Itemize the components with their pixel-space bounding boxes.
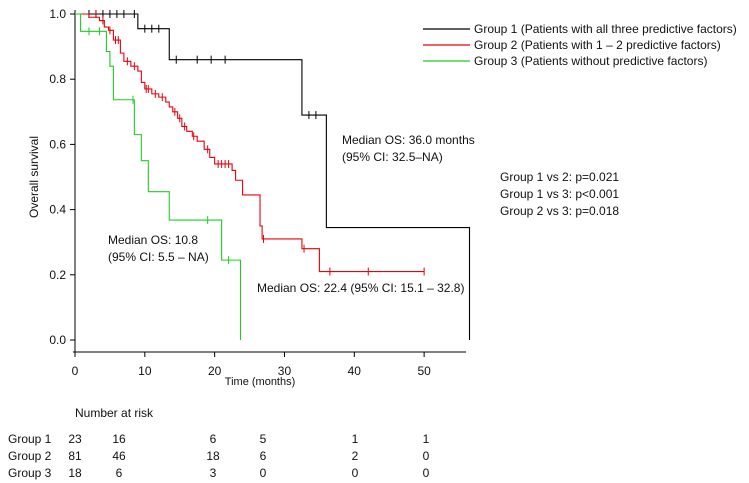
risk-cell: 81 (68, 449, 82, 463)
median-annotation-2: (95% CI: 5.5 – NA) (108, 250, 209, 264)
pvalue-1v2: Group 1 vs 2: p=0.021 (500, 170, 620, 184)
legend-label-1: Group 1 (Patients with all three predict… (474, 22, 737, 36)
risk-cell: 2 (351, 449, 359, 463)
x-tick-label: 40 (348, 364, 362, 378)
y-tick-label: 0.8 (49, 72, 66, 86)
series-1-curve (75, 13, 471, 340)
risk-cell: 3 (209, 466, 217, 480)
pvalue-1v3: Group 1 vs 3: p<0.001 (500, 187, 620, 201)
risk-cell: 16 (112, 432, 126, 446)
risk-cell: 18 (206, 449, 220, 463)
y-tick-label: 0.4 (49, 203, 66, 217)
x-tick-label: 50 (417, 364, 431, 378)
risk-row-label: Group 1 (8, 432, 52, 446)
risk-cell: 0 (351, 466, 359, 480)
median-annotation-3: Median OS: 22.4 (95% CI: 15.1 – 32.8) (257, 281, 464, 295)
risk-cell: 5 (259, 432, 267, 446)
y-tick-label: 0.2 (49, 268, 66, 282)
risk-cell: 0 (422, 466, 430, 480)
x-tick-label: 30 (278, 364, 292, 378)
risk-cell: 1 (422, 432, 430, 446)
risk-cell: 23 (68, 432, 82, 446)
risk-row-label: Group 2 (8, 449, 52, 463)
risk-cell: 6 (115, 466, 123, 480)
series-3-curve (75, 13, 242, 340)
x-tick-label: 20 (208, 364, 222, 378)
series-2-curve (75, 13, 425, 273)
legend-label-3: Group 3 (Patients without predictive fac… (474, 54, 707, 68)
risk-cell: 6 (259, 449, 267, 463)
x-tick-label: 10 (138, 364, 152, 378)
median-annotation-1: Median OS: 36.0 months (342, 133, 475, 147)
risk-cell: 18 (68, 466, 82, 480)
legend-label-2: Group 2 (Patients with 1 – 2 predictive … (474, 38, 721, 52)
y-tick-label: 0.0 (49, 333, 66, 347)
y-tick-label: 0.6 (49, 137, 66, 151)
x-axis-label: Time (months) (225, 376, 296, 388)
risk-row-label: Group 3 (8, 466, 52, 480)
risk-table-title: Number at risk (75, 406, 154, 420)
median-annotation-1: (95% CI: 32.5–NA) (342, 150, 443, 164)
y-axis-label: Overall survival (27, 136, 41, 218)
pvalue-2v3: Group 2 vs 3: p=0.018 (500, 204, 620, 218)
median-annotation-2: Median OS: 10.8 (108, 233, 198, 247)
km-chart: 0.0 0.2 0.4 0.6 0.8 1.0 0 10 20 30 40 50 Time (month… (27, 7, 737, 388)
risk-cell: 0 (422, 449, 430, 463)
risk-cell: 46 (112, 449, 126, 463)
x-tick-label: 0 (72, 364, 79, 378)
risk-cell: 1 (351, 432, 359, 446)
y-tick-label: 1.0 (49, 7, 66, 21)
risk-cell: 6 (209, 432, 217, 446)
risk-cell: 0 (259, 466, 267, 480)
